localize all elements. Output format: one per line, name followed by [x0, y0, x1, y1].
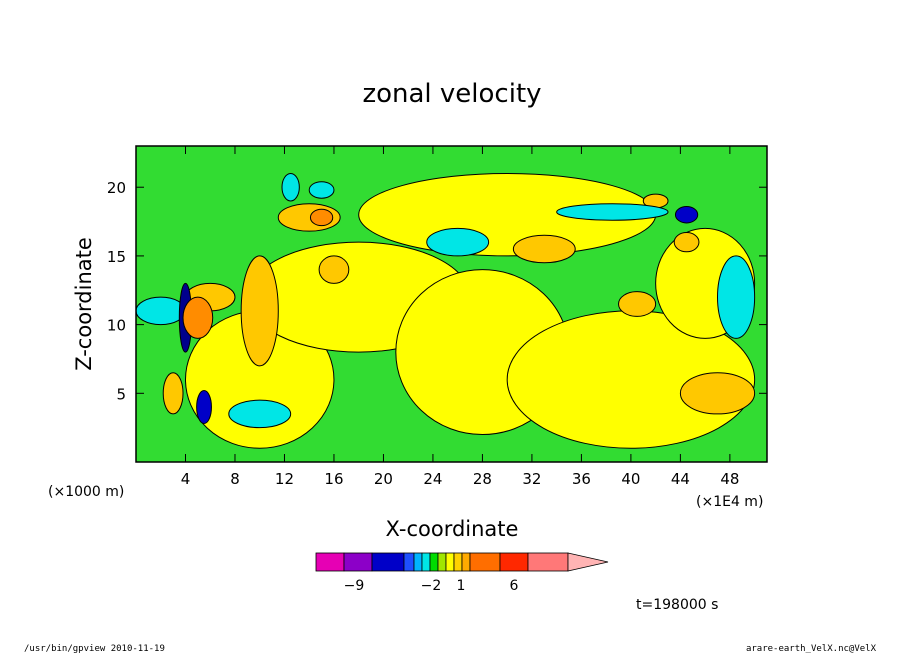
plot-frame: [135, 145, 768, 463]
y-axis-label: Z-coordinate: [72, 237, 96, 371]
colorbar-segment: [429, 552, 439, 572]
colorbar-label: 1: [457, 578, 466, 594]
x-tick-label: 8: [230, 470, 240, 488]
contour-region: [426, 227, 490, 257]
x-tick-label: 4: [181, 470, 191, 488]
x-tick-label: 20: [374, 470, 393, 488]
contour-region: [318, 255, 350, 284]
colorbar-segment: [315, 552, 345, 572]
y-axis: 5 10 15 20: [107, 179, 767, 403]
x-axis-label: X-coordinate: [386, 517, 519, 541]
contour-region: [717, 255, 756, 339]
y-tick-label: 10: [107, 317, 126, 335]
chart-title: zonal velocity: [362, 79, 541, 109]
contour-region: [308, 181, 335, 199]
contour-region: [281, 172, 300, 202]
colorbar-segment: [421, 552, 431, 572]
contour-region: [240, 255, 279, 367]
x-tick-label: 28: [473, 470, 492, 488]
contour-region: [618, 291, 657, 317]
x-unit-left: (×1000 m): [48, 484, 124, 500]
time-label: t=198000 s: [636, 597, 718, 613]
contour-region: [512, 234, 576, 264]
colorbar-segment: [499, 552, 529, 572]
x-tick-label: 40: [621, 470, 640, 488]
colorbar-segment: [343, 552, 373, 572]
colorbar-segment: [469, 552, 501, 572]
contour-region: [309, 208, 334, 227]
x-tick-label: 24: [423, 470, 442, 488]
contour-region: [673, 232, 700, 253]
contour-region: [679, 372, 756, 415]
contour-region: [182, 296, 214, 339]
colorbar-segment: [403, 552, 415, 572]
colorbar-segment: [453, 552, 463, 572]
colorbar-segment: [527, 552, 569, 572]
colorbar-segment: [413, 552, 423, 572]
x-tick-label: 44: [671, 470, 690, 488]
colorbar-segment: [445, 552, 455, 572]
colorbar-label: 6: [510, 578, 519, 594]
x-axis: 4 8 12 16 20 24 28 32 36 40 44 48: [181, 146, 739, 488]
plot-area: [135, 145, 768, 463]
contour-region: [162, 372, 184, 415]
x-tick-label: 16: [324, 470, 343, 488]
x-tick-label: 12: [275, 470, 294, 488]
contour-region: [228, 399, 292, 429]
colorbar: −9 −2 1 6: [315, 552, 609, 594]
contour-region: [136, 296, 186, 326]
colorbar-segment: [437, 552, 447, 572]
contour-region: [196, 390, 212, 425]
y-tick-label: 15: [107, 248, 126, 266]
colorbar-segment: [461, 552, 471, 572]
contour-fills: [136, 172, 756, 449]
x-tick-label: 36: [572, 470, 591, 488]
colorbar-arrow: [567, 552, 609, 572]
footer-left: /usr/bin/gpview 2010-11-19: [24, 644, 165, 654]
contour-region: [556, 203, 669, 221]
x-unit-right: (×1E4 m): [696, 494, 763, 510]
x-tick-label: 32: [522, 470, 541, 488]
y-tick-label: 5: [116, 385, 126, 403]
y-tick-label: 20: [107, 179, 126, 197]
contour-region: [674, 205, 699, 224]
x-tick-label: 48: [720, 470, 739, 488]
footer-right: arare-earth_VelX.nc@VelX: [746, 644, 877, 654]
colorbar-segment: [371, 552, 405, 572]
colorbar-label: −2: [421, 578, 442, 594]
colorbar-label: −9: [344, 578, 365, 594]
